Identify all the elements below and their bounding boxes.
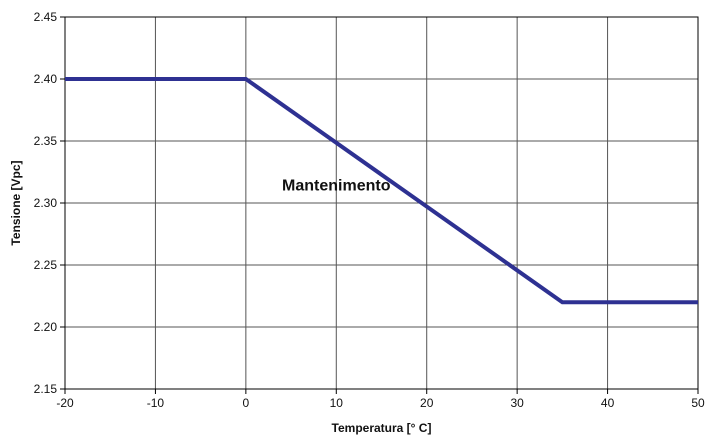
y-tick-label: 2.30 xyxy=(34,196,58,210)
y-axis-ticks: 2.45 2.40 2.35 2.30 2.25 2.20 2.15 xyxy=(34,10,65,396)
x-tick-label: 0 xyxy=(243,396,250,410)
y-axis-title: Tensione [Vpc] xyxy=(9,160,23,245)
series-line xyxy=(65,77,698,305)
x-axis-title: Temperatura [° C] xyxy=(332,421,432,435)
x-tick-label: -20 xyxy=(56,396,74,410)
annotations-group: Mantenimento xyxy=(282,178,391,195)
y-tick-label: 2.25 xyxy=(34,258,58,272)
y-tick-label: 2.45 xyxy=(34,10,58,24)
grid-lines xyxy=(64,16,699,390)
y-tick-label: 2.35 xyxy=(34,134,58,148)
y-tick-label: 2.40 xyxy=(34,72,58,86)
x-tick-label: 10 xyxy=(330,396,344,410)
x-tick-label: -10 xyxy=(147,396,165,410)
y-tick-label: 2.15 xyxy=(34,382,58,396)
annotation-label: Mantenimento xyxy=(282,178,391,195)
x-tick-label: 50 xyxy=(691,396,705,410)
x-tick-label: 30 xyxy=(510,396,524,410)
series-group xyxy=(65,77,698,305)
y-tick-label: 2.20 xyxy=(34,320,58,334)
x-tick-label: 40 xyxy=(601,396,615,410)
x-axis-ticks: -20 -10 0 10 20 30 40 50 xyxy=(56,389,705,410)
x-tick-label: 20 xyxy=(420,396,434,410)
